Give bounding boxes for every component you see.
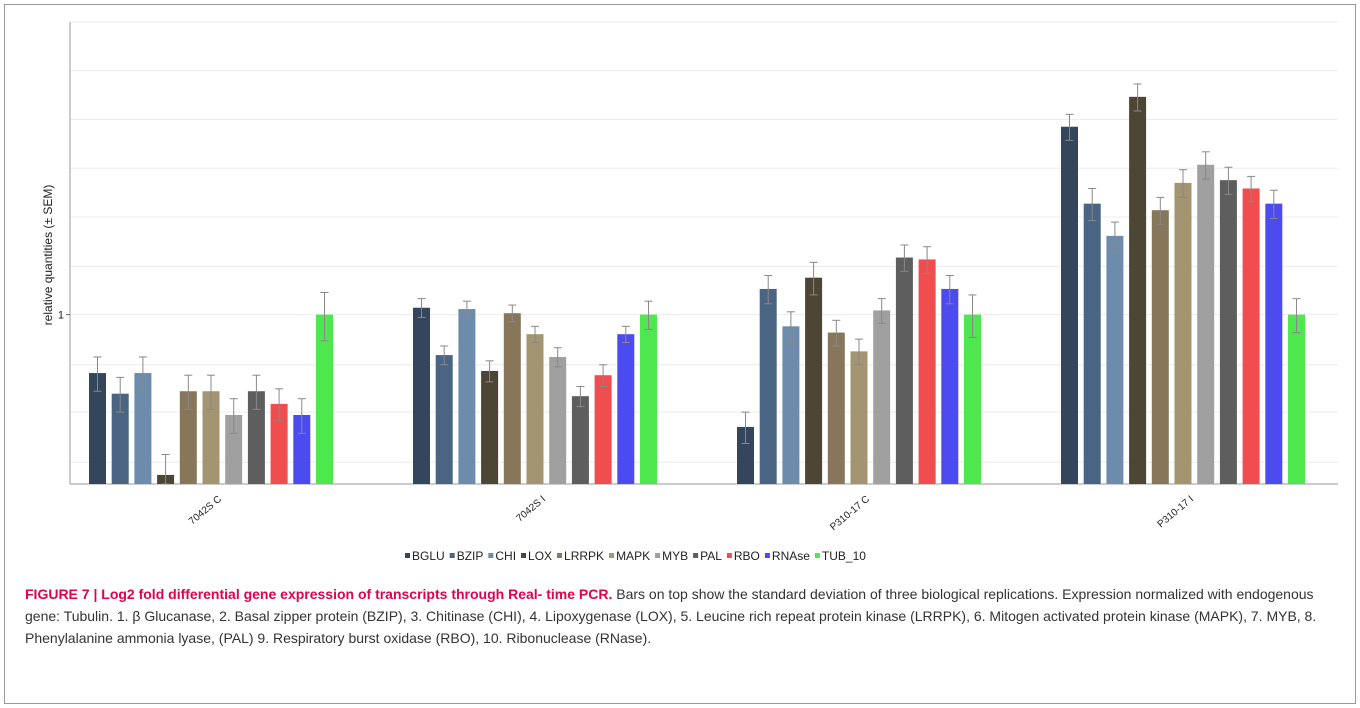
legend-swatch xyxy=(693,553,699,558)
legend-label: BGLU xyxy=(412,549,445,563)
bar-lrrpk-2 xyxy=(503,313,521,484)
category-label: P310-17 C xyxy=(828,494,872,533)
legend-label: TUB_10 xyxy=(822,549,866,563)
bar-mapk-3 xyxy=(850,351,868,484)
legend: BGLU BZIP CHI LOX LRRPK MAPK MYB PAL RBO RNAse TUB… xyxy=(405,549,866,563)
bar-pal-2 xyxy=(571,396,589,484)
bar-bzip-4 xyxy=(1083,203,1101,484)
bar-rbo-1 xyxy=(270,403,288,484)
category-label: P310-17 I xyxy=(1156,494,1196,530)
legend-label: LOX xyxy=(528,549,552,563)
legend-swatch xyxy=(814,553,820,558)
legend-swatch xyxy=(764,553,770,558)
legend-label: RNAse xyxy=(772,549,810,563)
legend-swatch xyxy=(488,553,494,558)
bar-myb-4 xyxy=(1197,164,1215,485)
legend-label: RBO xyxy=(734,549,760,563)
bar-chi-2 xyxy=(458,309,476,484)
legend-swatch xyxy=(449,553,455,558)
bar-bzip-3 xyxy=(759,288,777,484)
bar-lrrpk-1 xyxy=(179,391,197,484)
x-category-labels: 7042S C 7042S I P310-17 C P310-17 I xyxy=(187,494,1196,533)
legend-label: PAL xyxy=(700,549,722,563)
y-tick-label: 1 xyxy=(58,310,64,322)
bar-tub_10-3 xyxy=(964,314,981,484)
category-label: 7042S I xyxy=(514,494,547,525)
bar-lrrpk-4 xyxy=(1151,210,1169,484)
legend-swatch xyxy=(655,553,661,558)
bar-bzip-1 xyxy=(111,393,129,484)
bar-rbo-2 xyxy=(594,375,612,484)
bar-rnase-3 xyxy=(941,288,959,484)
bar-lox-3 xyxy=(805,277,823,484)
bar-pal-1 xyxy=(247,391,265,484)
y-ticks: 1 xyxy=(58,310,70,322)
bar-mapk-2 xyxy=(526,334,544,484)
bar-rnase-1 xyxy=(293,414,311,484)
bar-rbo-4 xyxy=(1242,188,1260,484)
bar-pal-4 xyxy=(1219,180,1237,484)
bar-bglu-2 xyxy=(413,307,430,484)
legend-label: CHI xyxy=(495,549,516,563)
bar-tub_10-2 xyxy=(640,314,657,484)
legend-label: MYB xyxy=(662,549,688,563)
bar-lox-4 xyxy=(1129,96,1147,484)
bar-tub_10-1 xyxy=(316,314,333,484)
bar-myb-2 xyxy=(549,356,567,484)
y-axis-label: relative quantities (± SEM) xyxy=(41,185,55,326)
bar-lox-2 xyxy=(481,370,499,484)
bar-myb-1 xyxy=(225,414,243,484)
legend-label: LRRPK xyxy=(564,549,604,563)
bar-chi-4 xyxy=(1106,235,1124,484)
bar-bglu-3 xyxy=(737,426,754,484)
category-label: 7042S C xyxy=(187,494,224,527)
bar-mapk-1 xyxy=(202,391,220,484)
legend-swatch xyxy=(405,553,410,558)
bar-bglu-1 xyxy=(89,373,106,484)
legend-label: BZIP xyxy=(457,549,484,563)
bar-rbo-3 xyxy=(918,259,936,484)
legend-label: MAPK xyxy=(616,549,650,563)
legend-swatch xyxy=(726,553,732,558)
legend-swatch xyxy=(609,553,615,558)
bar-chart: relative quantities (± SEM) 1 7042S C 704… xyxy=(41,21,1338,563)
bar-bglu-4 xyxy=(1061,126,1078,485)
bar-bzip-2 xyxy=(435,355,453,484)
caption-body: Bars on top show the standard deviation … xyxy=(25,586,1317,646)
legend-swatch xyxy=(557,553,563,558)
bar-myb-3 xyxy=(873,310,891,484)
bar-tub_10-4 xyxy=(1288,314,1305,484)
caption-title: FIGURE 7 | Log2 fold differential gene e… xyxy=(25,586,613,602)
bar-lrrpk-3 xyxy=(827,332,845,484)
bar-pal-3 xyxy=(895,257,913,484)
bar-rnase-2 xyxy=(617,334,635,484)
bar-chi-3 xyxy=(782,326,800,484)
figure-caption: FIGURE 7 | Log2 fold differential gene e… xyxy=(25,583,1335,649)
legend-swatch xyxy=(521,553,527,558)
bar-chi-1 xyxy=(134,373,152,484)
bar-mapk-4 xyxy=(1174,182,1192,484)
bars xyxy=(89,83,1305,485)
bar-rnase-4 xyxy=(1265,203,1283,484)
